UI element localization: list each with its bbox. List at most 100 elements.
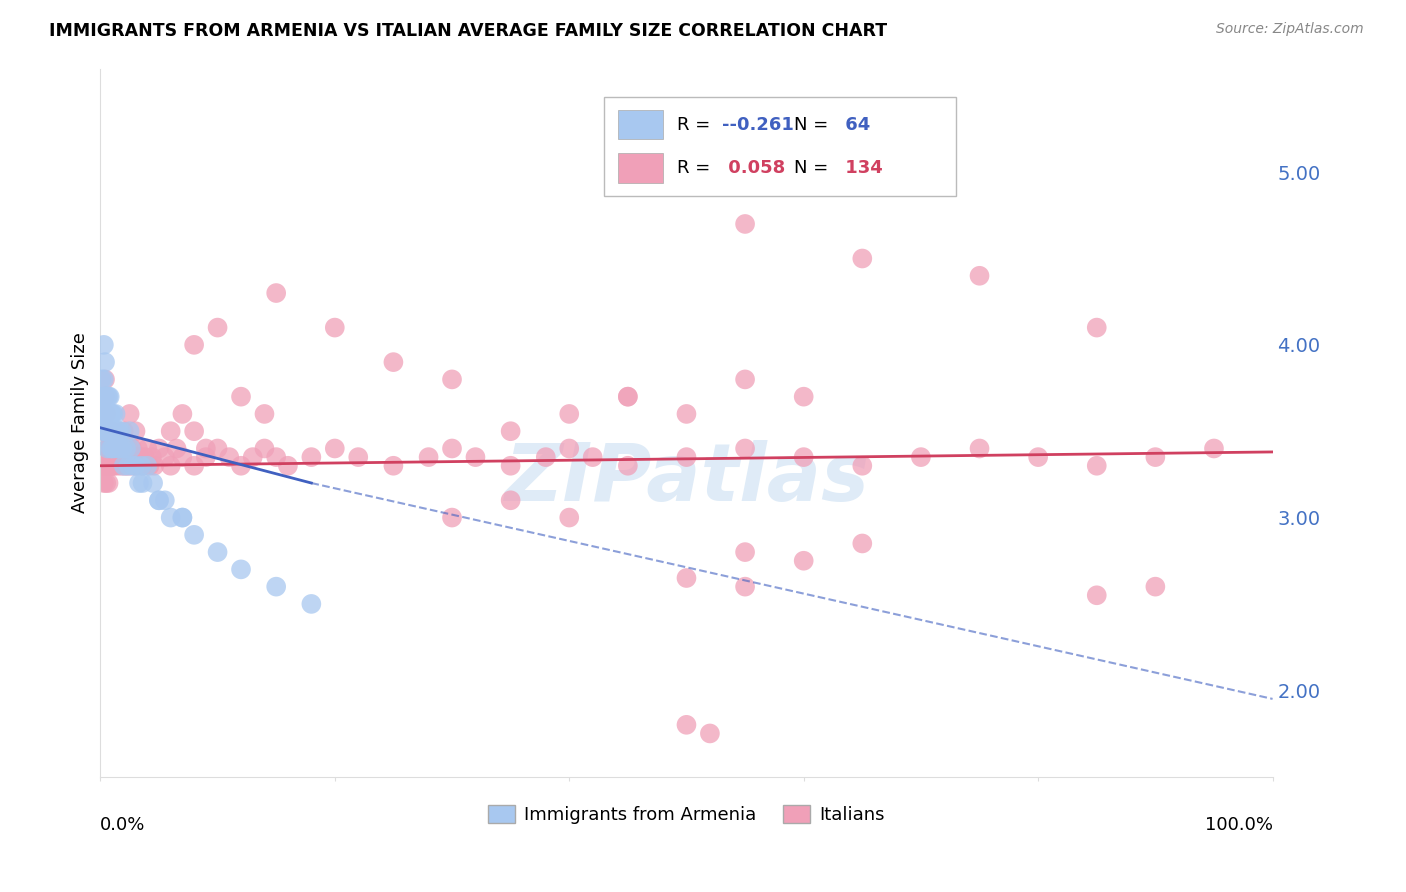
Point: [172, 450, 194, 464]
Point: [94, 372, 117, 386]
Point: [141, 450, 163, 464]
Point: [382, 355, 405, 369]
Point: [96, 407, 118, 421]
Point: [499, 493, 522, 508]
Point: [159, 458, 181, 473]
Point: [218, 450, 240, 464]
Point: [131, 458, 153, 473]
Point: [111, 450, 134, 464]
Point: [617, 165, 640, 179]
Point: [111, 442, 134, 456]
Point: [107, 458, 129, 473]
Point: [112, 424, 135, 438]
Point: [617, 390, 640, 404]
Point: [110, 424, 132, 438]
Point: [103, 442, 125, 456]
Point: [675, 450, 697, 464]
Text: R =: R =: [678, 116, 716, 134]
Point: [118, 407, 141, 421]
Point: [101, 424, 124, 438]
Y-axis label: Average Family Size: Average Family Size: [72, 332, 89, 513]
Point: [323, 320, 346, 334]
Point: [104, 407, 127, 421]
Point: [93, 458, 115, 473]
Point: [93, 407, 115, 421]
Point: [194, 450, 217, 464]
Point: [143, 458, 166, 473]
Point: [128, 476, 150, 491]
Point: [323, 442, 346, 456]
Point: [98, 390, 121, 404]
Point: [103, 458, 125, 473]
Point: [1085, 320, 1108, 334]
Point: [94, 458, 117, 473]
Point: [194, 442, 217, 456]
Point: [558, 510, 581, 524]
Point: [90, 442, 112, 456]
Point: [98, 424, 121, 438]
Point: [101, 407, 124, 421]
Point: [104, 450, 127, 464]
Point: [94, 424, 117, 438]
Point: [100, 442, 122, 456]
Point: [131, 476, 153, 491]
Point: [101, 458, 124, 473]
Point: [93, 407, 115, 421]
Point: [440, 442, 463, 456]
Point: [617, 390, 640, 404]
Point: [108, 450, 131, 464]
Point: [734, 580, 756, 594]
Point: [264, 580, 287, 594]
Point: [675, 407, 697, 421]
Point: [103, 424, 125, 438]
Text: N =: N =: [794, 159, 834, 178]
Point: [120, 442, 142, 456]
Point: [97, 407, 120, 421]
Point: [103, 458, 125, 473]
FancyBboxPatch shape: [619, 110, 664, 139]
Point: [299, 597, 322, 611]
Point: [229, 458, 252, 473]
Point: [112, 458, 135, 473]
Point: [96, 442, 118, 456]
Point: [172, 510, 194, 524]
Point: [699, 726, 721, 740]
Point: [499, 458, 522, 473]
Point: [115, 450, 138, 464]
Text: 100.0%: 100.0%: [1205, 815, 1272, 833]
FancyBboxPatch shape: [605, 97, 956, 196]
Point: [207, 320, 229, 334]
Point: [100, 458, 122, 473]
Point: [97, 458, 120, 473]
Point: [183, 424, 205, 438]
Point: [91, 424, 114, 438]
Point: [97, 442, 120, 456]
Point: [97, 424, 120, 438]
Point: [675, 571, 697, 585]
Text: N =: N =: [794, 116, 834, 134]
Point: [96, 424, 118, 438]
Point: [96, 424, 118, 438]
Point: [166, 442, 188, 456]
Point: [117, 458, 139, 473]
Point: [91, 424, 114, 438]
Point: [793, 554, 815, 568]
Point: [110, 458, 132, 473]
Point: [93, 442, 115, 456]
Text: 64: 64: [839, 116, 870, 134]
Point: [793, 390, 815, 404]
Point: [96, 407, 118, 421]
Point: [94, 390, 117, 404]
Point: [148, 493, 170, 508]
Point: [183, 338, 205, 352]
Point: [97, 476, 120, 491]
Text: R =: R =: [678, 159, 716, 178]
Point: [120, 458, 142, 473]
Point: [112, 442, 135, 456]
Point: [172, 510, 194, 524]
Point: [793, 450, 815, 464]
Point: [851, 536, 873, 550]
Point: [93, 372, 115, 386]
Point: [103, 442, 125, 456]
Point: [142, 476, 165, 491]
